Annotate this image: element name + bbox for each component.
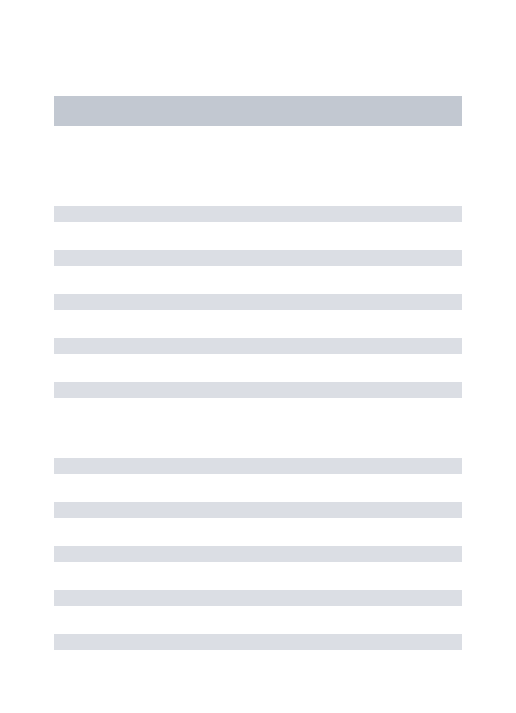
document-skeleton [0, 0, 516, 713]
text-placeholder-line [54, 458, 462, 474]
text-placeholder-line [54, 206, 462, 222]
text-placeholder-line [54, 634, 462, 650]
paragraph-placeholder-group [54, 206, 462, 398]
text-placeholder-line [54, 294, 462, 310]
text-placeholder-line [54, 546, 462, 562]
paragraph-placeholder-group [54, 458, 462, 650]
title-placeholder-bar [54, 96, 462, 126]
text-placeholder-line [54, 338, 462, 354]
text-placeholder-line [54, 502, 462, 518]
text-placeholder-line [54, 590, 462, 606]
text-placeholder-line [54, 382, 462, 398]
text-placeholder-line [54, 250, 462, 266]
